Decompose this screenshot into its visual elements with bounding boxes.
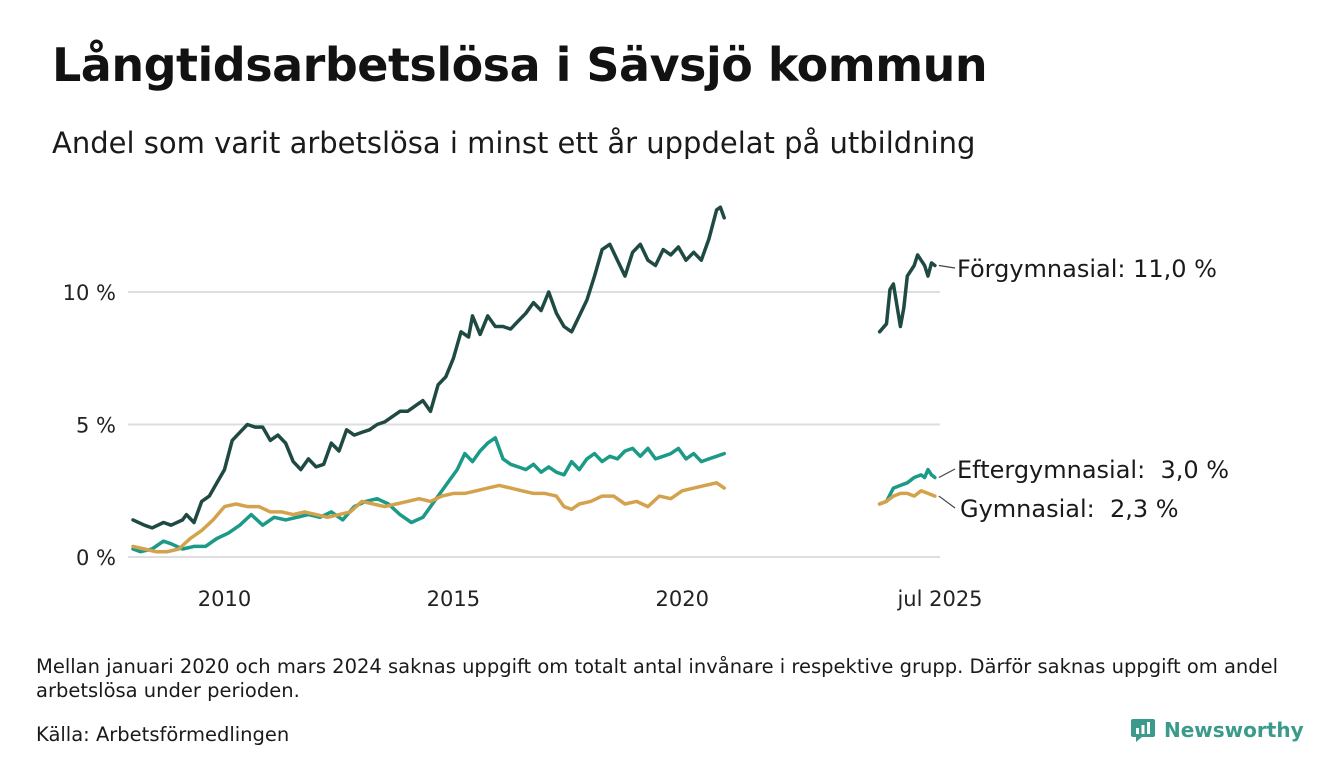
series-line-eftergymnasial-2	[877, 467, 937, 506]
series-line-gymnasial-1	[131, 481, 726, 554]
newsworthy-logo[interactable]: Newsworthy	[1130, 717, 1304, 743]
footnote: Mellan januari 2020 och mars 2024 saknas…	[36, 655, 1279, 702]
end-label-eftergymnasial: Eftergymnasial: 3,0 %	[957, 456, 1229, 484]
x-tick-label: 2010	[198, 587, 251, 611]
label-leader	[938, 468, 956, 479]
chart-title: Långtidsarbetslösa i Sävsjö kommun	[52, 38, 988, 92]
x-axis-ticks: 2010 2015 2020 jul 2025	[198, 587, 983, 611]
series-line-eftergymnasial-1	[131, 436, 726, 554]
chart-subtitle: Andel som varit arbetslösa i minst ett å…	[52, 126, 976, 160]
series-line-förgymnasial-1	[131, 205, 726, 530]
label-leader	[938, 264, 956, 269]
x-tick-label: jul 2025	[896, 587, 982, 611]
series-line-gymnasial-2	[877, 489, 937, 506]
y-tick-label: 10 %	[63, 281, 116, 305]
x-tick-label: 2020	[656, 587, 709, 611]
brand-name: Newsworthy	[1164, 718, 1304, 742]
end-labels: Förgymnasial: 11,0 % Eftergymnasial: 3,0 …	[938, 255, 1229, 523]
line-chart: 0 % 5 % 10 % 2010 2015 2020 jul 2025 Förgymna…	[63, 205, 1229, 611]
end-label-förgymnasial: Förgymnasial: 11,0 %	[957, 255, 1217, 283]
x-tick-label: 2015	[427, 587, 480, 611]
y-tick-label: 5 %	[76, 414, 116, 438]
series-line-förgymnasial-2	[877, 253, 937, 334]
y-tick-label: 0 %	[76, 546, 116, 570]
end-label-gymnasial: Gymnasial: 2,3 %	[960, 495, 1179, 523]
source-text: Källa: Arbetsförmedlingen	[36, 723, 290, 746]
series-lines	[131, 205, 937, 554]
label-leader	[938, 495, 956, 509]
bar-chart-icon	[1131, 719, 1155, 742]
y-axis-ticks: 0 % 5 % 10 %	[63, 281, 116, 570]
gridlines	[128, 291, 940, 558]
